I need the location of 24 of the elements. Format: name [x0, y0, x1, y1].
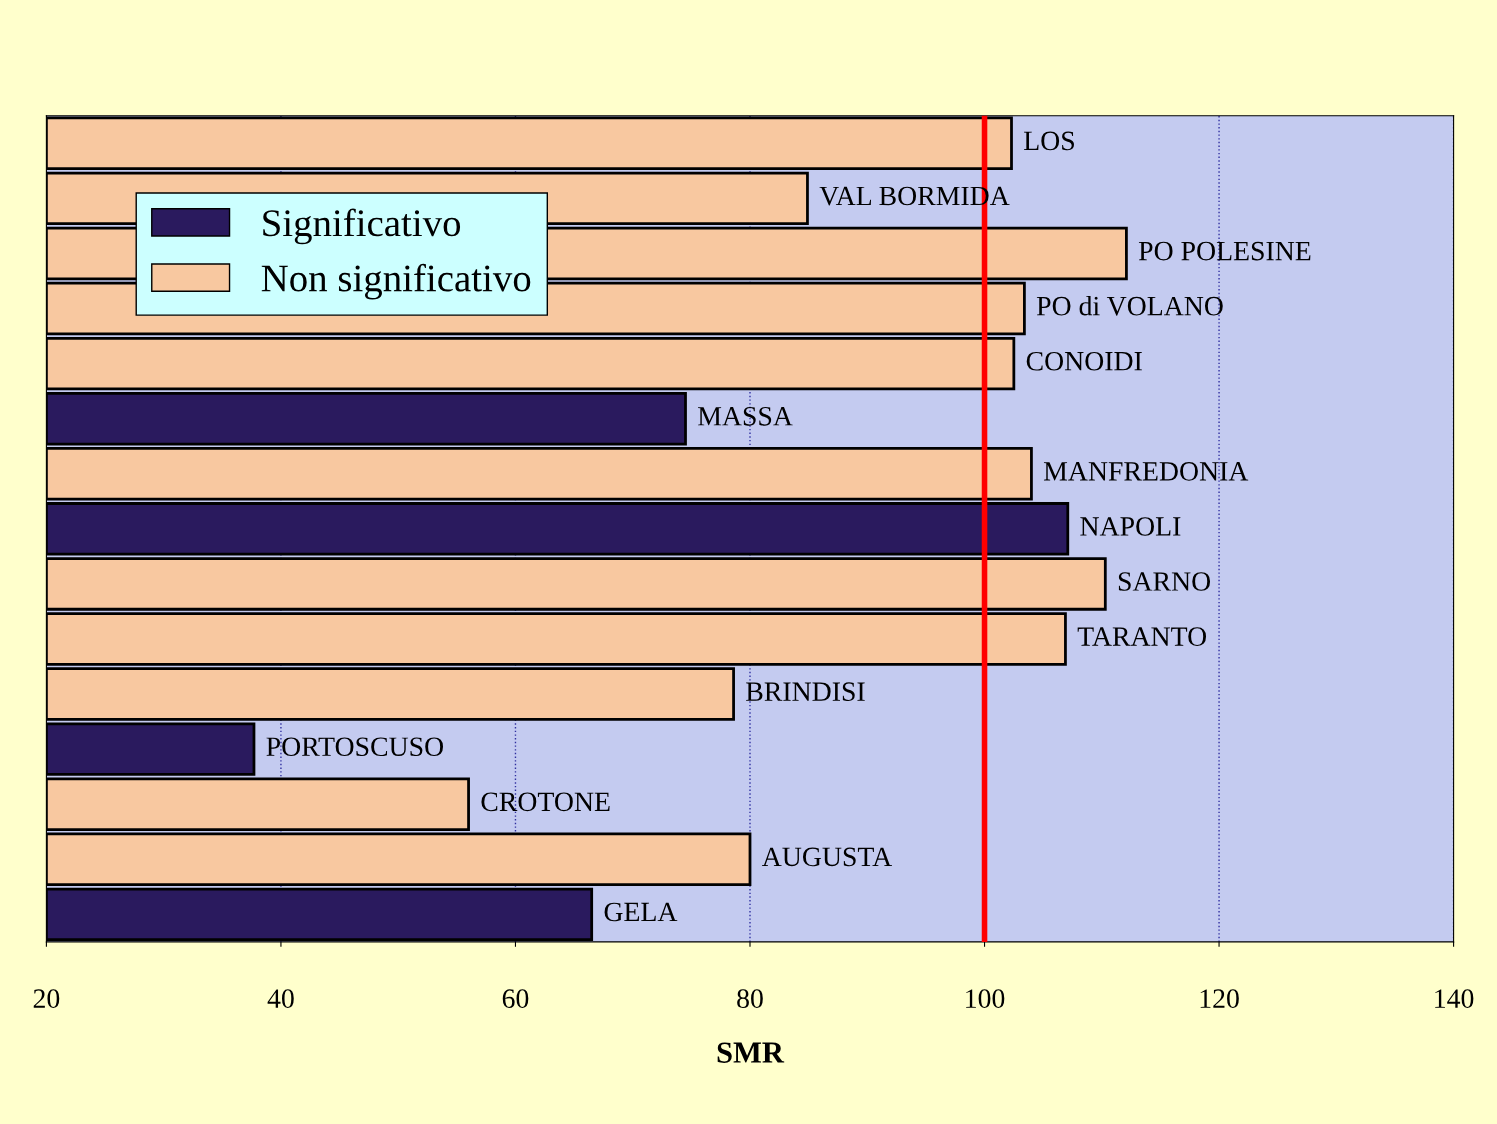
legend-label: Significativo	[263, 208, 461, 245]
y-tick-label: BRINDISI	[746, 682, 865, 702]
y-tick-label: NAPOLI	[1080, 517, 1181, 536]
x-tick-label: 140	[1435, 989, 1474, 1008]
x-tick-label: 40	[267, 989, 294, 1008]
y-tick-label: TARANTO	[1077, 627, 1207, 646]
y-tick-label: LOS	[1024, 131, 1074, 151]
x-tick-label: 20	[33, 989, 60, 1008]
legend-label: Non significativo	[261, 263, 531, 300]
y-tick-label: MANFREDONIA	[1043, 462, 1249, 481]
x-tick-label: 120	[1200, 989, 1239, 1008]
y-tick-label: GELA	[604, 902, 678, 922]
x-tick-label: 100	[966, 989, 1005, 1008]
x-tick-label: 80	[737, 989, 763, 1008]
y-tick-label: CROTONE	[481, 792, 610, 812]
y-tick-label: PORTOSCUSO	[266, 737, 444, 757]
x-tick-label: 60	[502, 989, 529, 1008]
y-tick-label: PO POLESINE	[1138, 241, 1311, 261]
y-tick-label: AUGUSTA	[762, 847, 893, 867]
y-tick-label: CONOIDI	[1026, 351, 1142, 371]
x-axis-title: SMR	[717, 1042, 785, 1063]
y-tick-label: SARNO	[1118, 572, 1211, 591]
y-tick-label: PO di VOLANO	[1036, 295, 1223, 316]
y-tick-label: MASSA	[698, 406, 793, 426]
